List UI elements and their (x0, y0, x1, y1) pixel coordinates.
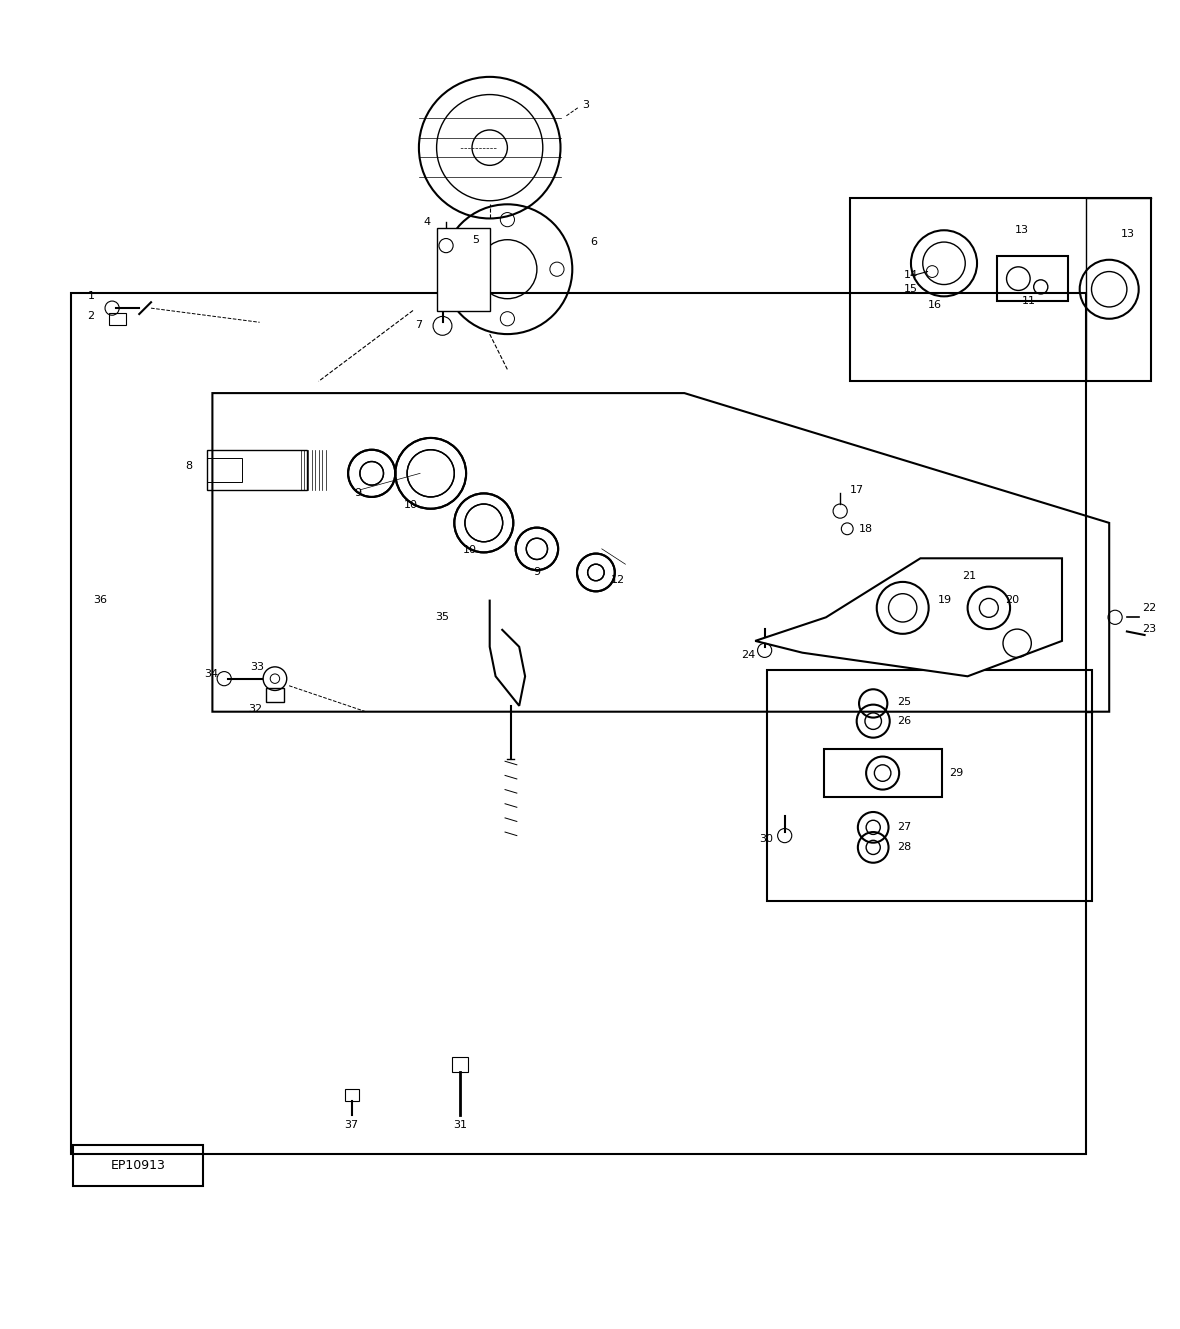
Text: 14: 14 (904, 270, 918, 280)
Text: 37: 37 (345, 1120, 359, 1130)
Text: 10: 10 (404, 500, 418, 510)
Text: 24: 24 (741, 650, 755, 661)
Bar (206, 449, 307, 490)
Text: 21: 21 (962, 571, 976, 581)
Text: 5: 5 (472, 235, 479, 245)
Text: 2: 2 (87, 311, 94, 322)
Text: 16: 16 (927, 299, 942, 310)
Text: 15: 15 (904, 284, 918, 294)
Bar (824, 750, 942, 796)
Bar (452, 1058, 468, 1071)
Text: 9: 9 (354, 488, 361, 498)
Text: 31: 31 (453, 1120, 467, 1130)
Text: 4: 4 (424, 217, 431, 227)
Polygon shape (437, 227, 490, 311)
Text: 22: 22 (1142, 603, 1156, 613)
Bar (345, 1090, 359, 1102)
Polygon shape (212, 393, 1109, 712)
Polygon shape (755, 558, 1062, 676)
Text: 33: 33 (250, 662, 264, 672)
Bar (109, 312, 126, 324)
Bar (73, 1144, 203, 1185)
Text: 30: 30 (759, 835, 773, 844)
Text: 1: 1 (87, 291, 94, 302)
Text: 9: 9 (533, 567, 540, 578)
Text: 27: 27 (897, 823, 911, 832)
Text: 23: 23 (1142, 625, 1156, 634)
Text: 29: 29 (949, 768, 963, 777)
Text: 20: 20 (1005, 594, 1020, 605)
Text: 34: 34 (204, 668, 218, 679)
Text: EP10913: EP10913 (111, 1159, 165, 1172)
Text: 25: 25 (897, 698, 911, 707)
Text: 32: 32 (248, 704, 262, 715)
Text: 6: 6 (590, 237, 597, 247)
Text: 13: 13 (1015, 225, 1029, 235)
Text: 11: 11 (1022, 296, 1036, 306)
Text: 3: 3 (582, 100, 589, 110)
Text: 10: 10 (463, 545, 477, 556)
Text: 13: 13 (1121, 229, 1135, 239)
Text: 18: 18 (859, 524, 873, 534)
Text: 12: 12 (611, 574, 625, 585)
Text: 26: 26 (897, 716, 911, 726)
Bar (71, 292, 1086, 1154)
Bar (767, 670, 1092, 901)
Text: 7: 7 (415, 320, 422, 330)
Bar (266, 688, 284, 702)
Bar (850, 198, 1150, 381)
Text: 36: 36 (93, 594, 107, 605)
Bar (206, 459, 242, 481)
Text: 17: 17 (850, 485, 864, 494)
Text: 19: 19 (938, 594, 952, 605)
Bar (997, 256, 1068, 302)
Text: 8: 8 (185, 461, 192, 472)
Text: 28: 28 (897, 843, 911, 852)
Text: 35: 35 (435, 613, 450, 622)
